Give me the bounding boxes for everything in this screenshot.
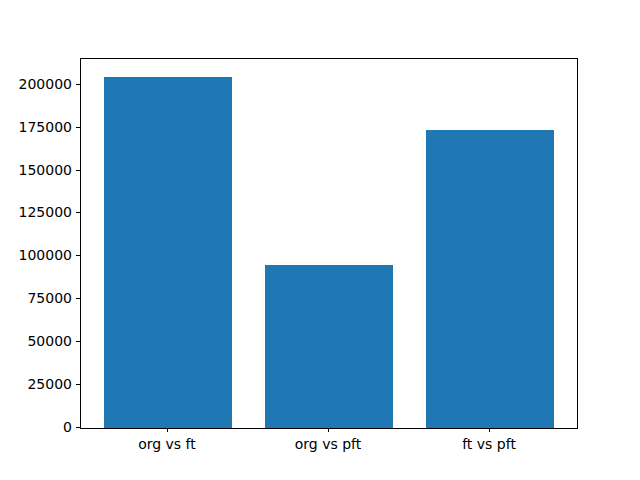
y-tick-mark xyxy=(76,255,80,256)
y-tick-mark xyxy=(76,212,80,213)
y-tick-label: 25000 xyxy=(0,377,72,391)
bar-org-vs-pft xyxy=(265,265,394,428)
y-tick-label: 75000 xyxy=(0,291,72,305)
plot-area xyxy=(80,58,578,429)
y-tick-label: 175000 xyxy=(0,120,72,134)
x-tick-mark xyxy=(167,428,168,432)
y-tick-label: 50000 xyxy=(0,334,72,348)
x-tick-mark xyxy=(489,428,490,432)
y-tick-mark xyxy=(76,298,80,299)
y-tick-label: 125000 xyxy=(0,205,72,219)
x-tick-label: org vs pft xyxy=(295,436,362,452)
y-tick-mark xyxy=(76,170,80,171)
y-tick-mark xyxy=(76,427,80,428)
y-tick-label: 100000 xyxy=(0,248,72,262)
y-tick-mark xyxy=(76,384,80,385)
y-tick-label: 0 xyxy=(0,420,72,434)
y-tick-label: 200000 xyxy=(0,77,72,91)
bar-chart-figure: 0 25000 50000 75000 100000 125000 150000 175000… xyxy=(0,0,640,480)
y-tick-mark xyxy=(76,341,80,342)
x-tick-label: org vs ft xyxy=(138,436,196,452)
bar-ft-vs-pft xyxy=(426,130,555,428)
x-tick-mark xyxy=(328,428,329,432)
y-tick-mark xyxy=(76,127,80,128)
x-tick-label: ft vs pft xyxy=(462,436,516,452)
y-tick-label: 150000 xyxy=(0,163,72,177)
y-tick-mark xyxy=(76,84,80,85)
bar-org-vs-ft xyxy=(104,77,233,428)
